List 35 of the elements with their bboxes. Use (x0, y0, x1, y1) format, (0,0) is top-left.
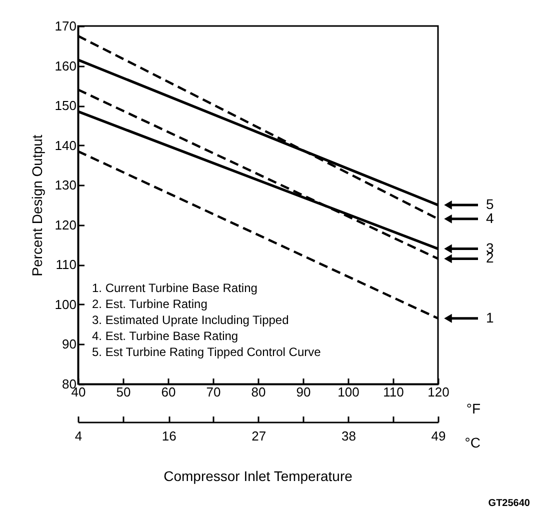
x2-tick-label: 49 (431, 428, 446, 444)
y-tick-label: 150 (54, 98, 76, 114)
text: Compressor Inlet Temperature (164, 468, 353, 484)
x2-axis-title: °C (464, 434, 480, 450)
x-tick-label: 110 (383, 384, 404, 400)
annotation: 1. Current Turbine Base Rating (92, 281, 258, 295)
annotation: 2. Est. Turbine Rating (92, 297, 208, 311)
y-tick-label: 130 (54, 178, 76, 193)
y-tick-label: 100 (54, 296, 76, 312)
y-tick-label: 170 (54, 18, 76, 34)
x2-tick-label: 16 (162, 428, 176, 444)
y-tick-label: 110 (56, 257, 76, 272)
x2-tick-label: 38 (341, 428, 356, 444)
text: 5 (486, 196, 494, 212)
annotation: 4. Est. Turbine Base Rating (92, 329, 238, 343)
y-tick-label: 160 (54, 58, 76, 74)
annotation: 3. Estimated Uprate Including Tipped (92, 313, 289, 327)
x-tick-label: 80 (251, 384, 266, 400)
y-tick-label: 90 (62, 336, 76, 352)
x-tick-label: 70 (206, 384, 221, 400)
y-tick-label: 140 (54, 138, 76, 153)
text: GT25640 (488, 498, 530, 509)
x2-tick-label: 27 (252, 428, 266, 444)
text: 4 (486, 210, 494, 226)
annotation: 5. Est Turbine Rating Tipped Control Curve (92, 345, 322, 359)
x-tick-label: 60 (161, 384, 176, 400)
x-tick-label: 90 (296, 384, 311, 400)
x-tick-label: 120 (428, 384, 450, 400)
text: 1 (486, 309, 494, 326)
x-tick-label: 50 (116, 384, 131, 400)
y-axis-title: Percent Design Output (28, 134, 45, 276)
x-tick-label: 100 (338, 384, 360, 400)
y-tick-label: 120 (54, 217, 76, 232)
x2-tick-label: 4 (74, 428, 82, 444)
x-axis-title: °F (466, 400, 480, 416)
